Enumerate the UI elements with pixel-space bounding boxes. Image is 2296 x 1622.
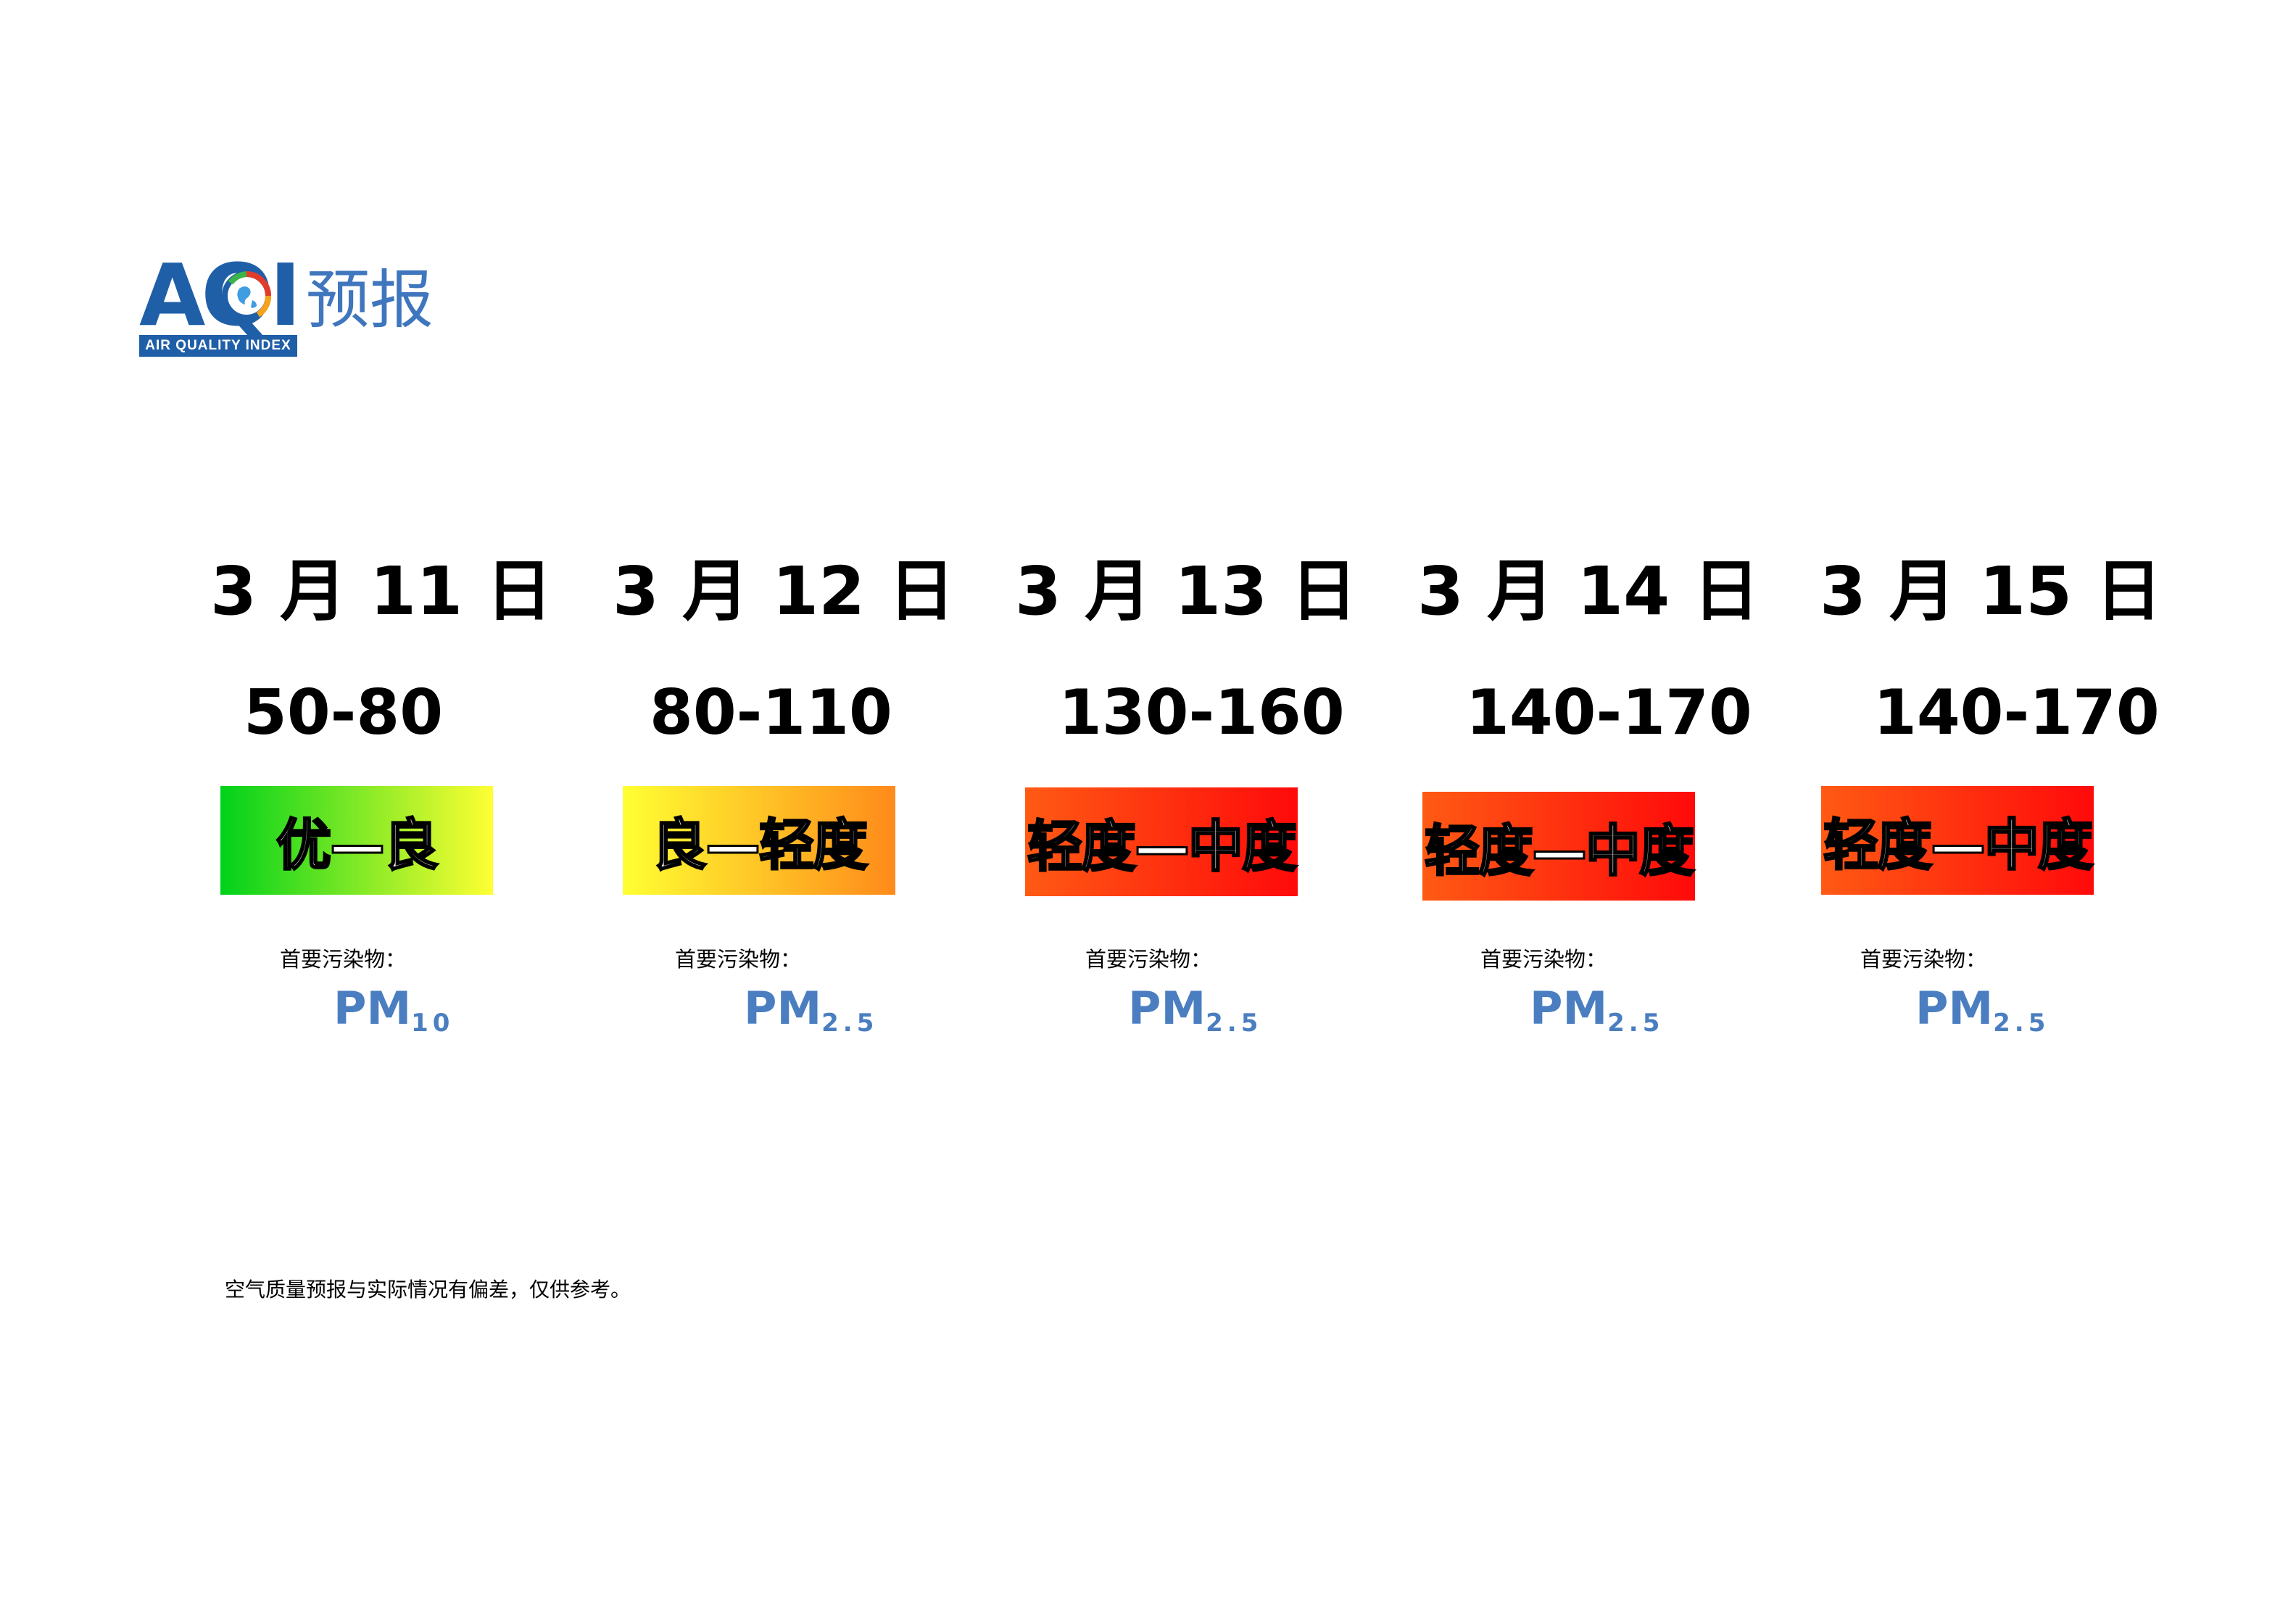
level-badge: 轻度—中度 [1025, 787, 1298, 896]
pollutant-subscript: 2.5 [1607, 1009, 1665, 1038]
pollutant-main: PM [1915, 982, 1994, 1035]
primary-pollutant-label: 首要污染物： [675, 947, 802, 972]
aqi-logo-letters: AQI [139, 245, 302, 345]
aqi-logo: AQI AIR QUALITY INDEX 预报 [139, 252, 451, 361]
level-badge: 优—良 [220, 786, 493, 895]
forecast-date: 3 月 11 日 [210, 553, 553, 630]
level-label: 轻度—中度 [1823, 812, 2094, 879]
primary-pollutant-label: 首要污染物： [1480, 947, 1607, 972]
primary-pollutant-label: 首要污染物： [1860, 947, 1987, 972]
level-label: 轻度—中度 [1027, 814, 1298, 880]
aqi-logo-band: AIR QUALITY INDEX [139, 335, 297, 357]
pollutant-main: PM [1530, 982, 1608, 1035]
page-title: 预报 [306, 262, 434, 337]
level-badge: 轻度—中度 [1422, 792, 1696, 901]
primary-pollutant: PM2.5 [1128, 986, 1263, 1038]
aqi-range: 80-110 [650, 676, 892, 749]
pollutant-main: PM [744, 982, 822, 1035]
level-badge: 良—轻度 [623, 786, 895, 895]
forecast-date: 3 月 12 日 [613, 553, 956, 630]
pollutant-subscript: 2.5 [1993, 1009, 2050, 1038]
primary-pollutant: PM2.5 [1915, 986, 2050, 1038]
primary-pollutant: PM2.5 [744, 986, 879, 1038]
level-badge: 轻度—中度 [1821, 786, 2094, 895]
aqi-range: 50-80 [244, 676, 444, 749]
forecast-date: 3 月 13 日 [1015, 553, 1358, 630]
disclaimer-note: 空气质量预报与实际情况有偏差，仅供参考。 [225, 1278, 631, 1302]
forecast-date: 3 月 14 日 [1417, 553, 1760, 630]
globe-icon [222, 271, 271, 320]
pollutant-main: PM [1128, 982, 1206, 1035]
pollutant-subscript: 2.5 [821, 1009, 879, 1038]
aqi-range: 140-170 [1873, 676, 2160, 749]
forecast-date: 3 月 15 日 [1820, 553, 2163, 630]
aqi-logo-mark: AQI AIR QUALITY INDEX [139, 252, 302, 361]
pollutant-main: PM [333, 982, 412, 1035]
pollutant-subscript: 2.5 [1206, 1009, 1263, 1038]
primary-pollutant-label: 首要污染物： [1085, 947, 1212, 972]
level-label: 轻度—中度 [1424, 818, 1696, 885]
pollutant-subscript: 10 [411, 1009, 455, 1038]
primary-pollutant: PM2.5 [1530, 986, 1665, 1038]
primary-pollutant-label: 首要污染物： [280, 947, 407, 972]
level-label: 优—良 [275, 812, 440, 879]
level-label: 良—轻度 [651, 812, 869, 879]
primary-pollutant: PM10 [333, 986, 455, 1038]
aqi-range: 140-170 [1466, 676, 1752, 749]
aqi-range: 130-160 [1058, 676, 1345, 749]
